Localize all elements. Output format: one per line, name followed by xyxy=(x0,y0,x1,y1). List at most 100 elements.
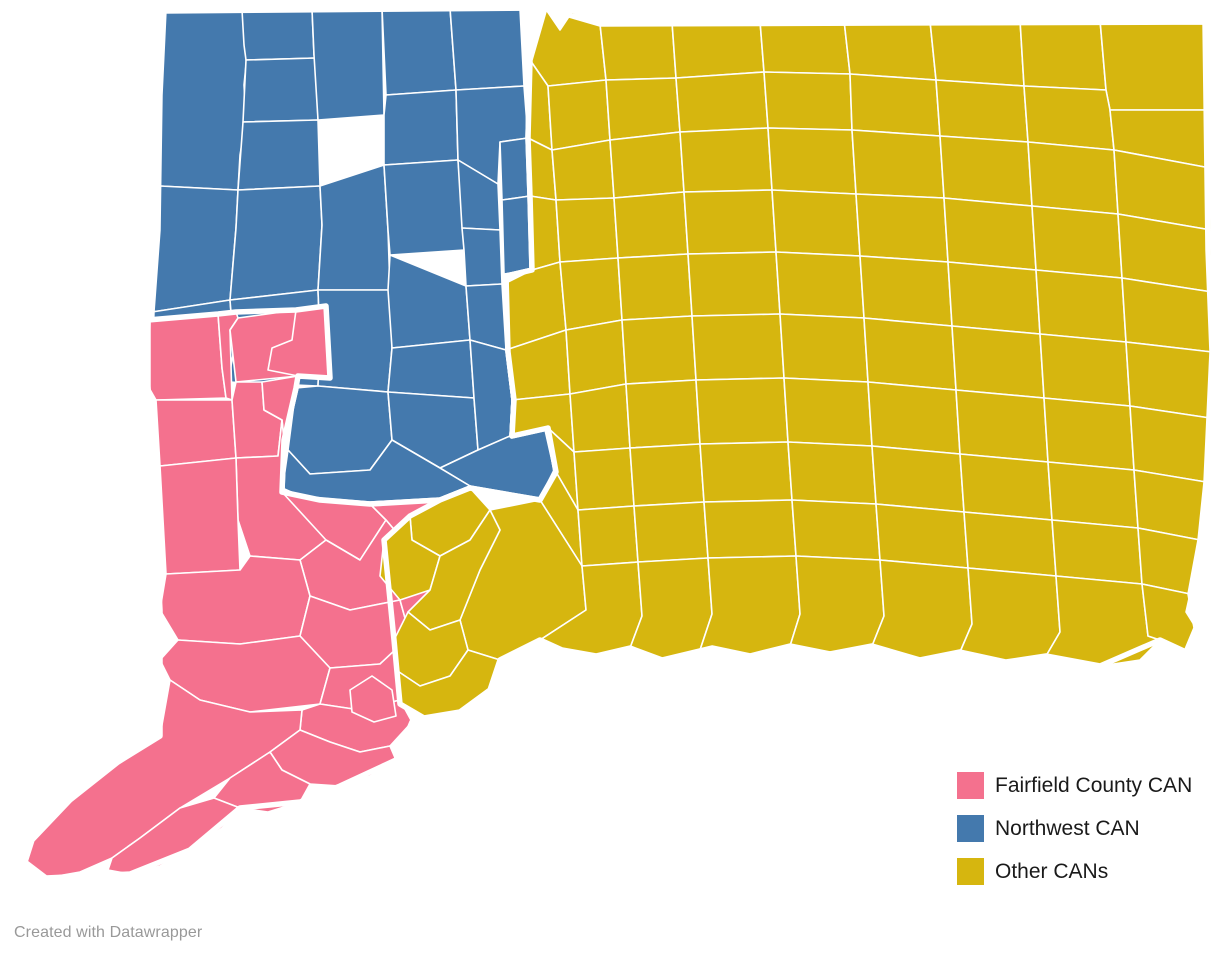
town[interactable] xyxy=(621,315,697,385)
town[interactable] xyxy=(633,501,709,563)
town[interactable] xyxy=(1121,277,1213,353)
connecticut-can-map[interactable] xyxy=(0,0,1220,900)
town[interactable] xyxy=(699,555,801,657)
town[interactable] xyxy=(929,19,1025,87)
legend-item-other-cans[interactable]: Other CANs xyxy=(957,850,1219,893)
town[interactable] xyxy=(691,313,785,381)
town[interactable] xyxy=(625,379,701,449)
town[interactable] xyxy=(671,20,765,79)
town[interactable] xyxy=(849,73,941,137)
town[interactable] xyxy=(955,389,1049,463)
town[interactable] xyxy=(871,559,973,661)
town[interactable] xyxy=(775,251,865,319)
town[interactable] xyxy=(675,71,769,133)
legend-item-fairfield-county-can[interactable]: Fairfield County CAN xyxy=(957,764,1219,807)
town[interactable] xyxy=(237,119,321,191)
town[interactable] xyxy=(547,79,611,151)
town[interactable] xyxy=(565,319,627,395)
town[interactable] xyxy=(679,127,773,193)
town[interactable] xyxy=(1051,519,1143,585)
town[interactable] xyxy=(1035,269,1127,343)
town[interactable] xyxy=(1023,85,1115,151)
town[interactable] xyxy=(1031,205,1123,279)
town[interactable] xyxy=(1043,397,1135,471)
region-northwest-can[interactable] xyxy=(147,5,559,507)
town[interactable] xyxy=(529,195,561,271)
town[interactable] xyxy=(469,339,513,451)
town[interactable] xyxy=(699,441,793,503)
town[interactable] xyxy=(871,445,965,513)
town[interactable] xyxy=(867,381,961,455)
town[interactable] xyxy=(951,325,1045,399)
town[interactable] xyxy=(577,505,639,567)
town[interactable] xyxy=(155,399,237,467)
town[interactable] xyxy=(387,339,475,399)
town[interactable] xyxy=(609,131,685,199)
town[interactable] xyxy=(229,185,323,301)
town[interactable] xyxy=(1047,461,1139,529)
town[interactable] xyxy=(617,253,693,321)
town[interactable] xyxy=(501,195,533,275)
town[interactable] xyxy=(875,503,969,569)
town[interactable] xyxy=(559,257,623,331)
town[interactable] xyxy=(767,127,857,195)
town[interactable] xyxy=(683,189,777,255)
town[interactable] xyxy=(383,89,459,166)
region-fairfield-county-can[interactable] xyxy=(22,303,503,881)
town[interactable] xyxy=(555,197,619,263)
town[interactable] xyxy=(629,443,705,507)
town[interactable] xyxy=(1027,141,1119,215)
town[interactable] xyxy=(383,159,465,256)
town[interactable] xyxy=(449,7,525,91)
town[interactable] xyxy=(687,251,781,317)
town[interactable] xyxy=(863,317,957,391)
town[interactable] xyxy=(703,499,797,559)
legend-item-northwest-can[interactable]: Northwest CAN xyxy=(957,807,1219,850)
town[interactable] xyxy=(599,21,677,81)
town[interactable] xyxy=(759,19,851,75)
town[interactable] xyxy=(605,77,681,141)
town[interactable] xyxy=(843,19,937,81)
town[interactable] xyxy=(763,71,853,131)
town[interactable] xyxy=(159,457,241,575)
town[interactable] xyxy=(551,139,615,201)
town[interactable] xyxy=(779,313,869,383)
town[interactable] xyxy=(613,191,689,259)
town[interactable] xyxy=(1099,19,1209,111)
town[interactable] xyxy=(311,7,385,121)
town[interactable] xyxy=(629,557,713,661)
town[interactable] xyxy=(935,79,1029,143)
town[interactable] xyxy=(791,499,881,561)
town[interactable] xyxy=(855,193,949,263)
town[interactable] xyxy=(947,261,1041,335)
town[interactable] xyxy=(939,135,1033,207)
town[interactable] xyxy=(159,635,331,713)
town[interactable] xyxy=(1019,19,1107,91)
town[interactable] xyxy=(963,511,1057,577)
town[interactable] xyxy=(783,377,873,447)
town[interactable] xyxy=(569,383,631,453)
town[interactable] xyxy=(789,555,885,655)
town[interactable] xyxy=(771,189,861,257)
region-other-cans[interactable] xyxy=(379,5,1215,721)
town[interactable] xyxy=(959,453,1053,521)
town[interactable] xyxy=(387,254,471,349)
town[interactable] xyxy=(859,255,953,327)
town[interactable] xyxy=(151,185,239,313)
town[interactable] xyxy=(851,129,945,199)
town[interactable] xyxy=(381,7,457,96)
town[interactable] xyxy=(959,567,1061,663)
town[interactable] xyxy=(695,377,789,445)
town[interactable] xyxy=(242,57,319,123)
town[interactable] xyxy=(943,197,1037,271)
datawrapper-credit[interactable]: Created with Datawrapper xyxy=(14,924,203,941)
town[interactable] xyxy=(573,447,635,511)
town[interactable] xyxy=(1039,333,1131,407)
town[interactable] xyxy=(461,227,503,287)
town[interactable] xyxy=(317,164,391,291)
town[interactable] xyxy=(499,137,531,201)
town[interactable] xyxy=(241,8,317,61)
town[interactable] xyxy=(159,9,249,191)
town[interactable] xyxy=(787,441,877,505)
town[interactable] xyxy=(349,675,397,723)
